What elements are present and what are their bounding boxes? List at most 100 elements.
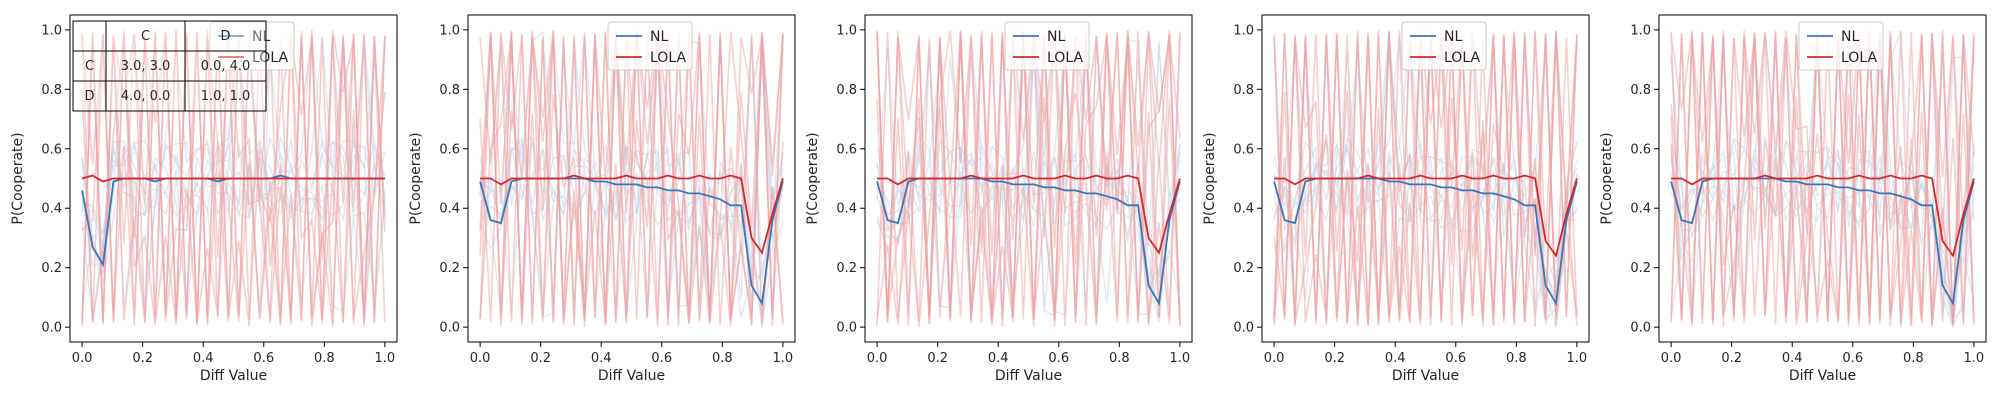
subplot-2: 0.0 0.2 0.4 0.6 0.8 1.0 0.0 0.2 0.4 0.6 0.8 1.0 Diff… [408,14,796,384]
y-tick-label: 0.0 [439,321,460,336]
series-line-lola [480,174,784,255]
y-tick-label: 0.0 [1233,321,1254,336]
table-header-cell: D [220,29,230,44]
y-tick-label: 0.2 [41,261,62,276]
y-axis-label: P(Cooperate) [408,132,424,224]
y-tick-label: 1.0 [439,23,460,38]
x-axis-label: Diff Value [995,368,1062,384]
x-tick-label: 1.0 [1567,351,1588,366]
table-value-cell: D [84,89,94,104]
table-value-cell: 3.0, 3.0 [121,59,171,74]
x-tick-label: 0.8 [1506,351,1527,366]
legend: NL LOLA [607,21,693,71]
y-tick-label: 0.0 [836,321,857,336]
y-tick-label: 0.6 [1630,142,1651,157]
y-tick-label: 0.6 [836,142,857,157]
y-tick-label: 0.8 [439,83,460,98]
payoff-table: C DC 3.0, 3.0 0.0, 4.0D 4.0, 0.0 1.0, 1.0 [72,20,267,112]
x-tick-label: 0.8 [712,351,733,366]
legend-box [1798,21,1884,71]
x-axis-label: Diff Value [1392,368,1459,384]
series-line-lola [1671,174,1975,258]
y-tick-label: 0.8 [1630,83,1651,98]
y-tick-label: 1.0 [1233,23,1254,38]
y-tick-label: 0.4 [1630,202,1651,217]
y-tick-label: 0.4 [41,202,62,217]
legend-label-lola: LOLA [1444,50,1480,66]
legend-box [607,21,693,71]
legend-box [209,21,295,71]
axes-frame [467,14,796,343]
legend: NL LOLA [1004,21,1090,71]
run-traces [1670,30,1975,330]
y-tick-label: 0.2 [836,261,857,276]
y-tick-label: 0.8 [836,83,857,98]
x-tick-label: 0.6 [253,351,274,366]
axes-frame [1261,14,1590,343]
x-axis-label: Diff Value [1789,368,1856,384]
table-header-cell: C [141,29,150,44]
x-tick-label: 0.8 [314,351,335,366]
table-cell [72,20,107,52]
y-tick-label: 1.0 [41,23,62,38]
table-value-cell: C [85,59,94,74]
y-tick-label: 0.0 [41,321,62,336]
axes-frame [864,14,1193,343]
x-tick-label: 0.2 [1324,351,1345,366]
legend-label-nl: NL [1841,29,1859,45]
axes-frame [1658,14,1987,343]
table-cell [184,80,267,112]
x-tick-label: 0.6 [1048,351,1069,366]
x-tick-label: 1.0 [375,351,396,366]
run-traces [81,30,386,327]
x-tick-label: 0.4 [1782,351,1803,366]
legend-box [1004,21,1090,71]
subplot-5: 0.0 0.2 0.4 0.6 0.8 1.0 0.0 0.2 0.4 0.6 0.8 1.0 Diff… [1599,14,1987,384]
table-value-cell: 4.0, 0.0 [121,89,171,104]
y-tick-label: 0.4 [836,202,857,217]
run-traces [1273,29,1578,328]
nl-run-trace [81,45,386,313]
x-tick-label: 0.4 [988,351,1009,366]
x-axis-label: Diff Value [200,368,267,384]
table-cell [105,20,186,52]
x-tick-label: 0.0 [470,351,491,366]
x-tick-label: 0.8 [1109,351,1130,366]
x-tick-label: 0.2 [132,351,153,366]
y-axis-label: P(Cooperate) [10,132,26,224]
subplot-1: 0.0 0.2 0.4 0.6 0.8 1.0 0.0 0.2 0.4 0.6 0.8 1.0 Diff… [10,14,398,384]
y-tick-label: 0.2 [439,261,460,276]
legend-label-nl: NL [1047,29,1065,45]
y-tick-label: 0.6 [41,142,62,157]
x-tick-label: 0.4 [591,351,612,366]
x-tick-label: 0.4 [193,351,214,366]
y-tick-label: 0.8 [41,83,62,98]
y-tick-label: 0.8 [1233,83,1254,98]
nl-run-trace [876,44,1181,313]
legend-box [1401,21,1487,71]
lola-run-trace [876,30,1181,327]
y-tick-label: 1.0 [836,23,857,38]
table-cell [105,80,186,112]
table-value-cell: 1.0, 1.0 [201,89,251,104]
x-tick-label: 0.4 [1385,351,1406,366]
x-tick-label: 0.2 [927,351,948,366]
x-tick-label: 1.0 [773,351,794,366]
lola-run-trace [81,31,386,325]
y-tick-label: 0.2 [1233,261,1254,276]
legend-label-nl: NL [650,29,668,45]
x-tick-label: 0.0 [72,351,93,366]
x-tick-label: 0.0 [1661,351,1682,366]
table-cell [184,20,267,52]
legend-label-lola: LOLA [1047,50,1083,66]
run-traces [876,30,1181,328]
series-line-lola [81,174,385,183]
legend-label-lola: LOLA [650,50,686,66]
x-tick-label: 0.2 [530,351,551,366]
table-cell [72,50,107,82]
x-tick-label: 1.0 [1170,351,1191,366]
table-value-cell: 0.0, 4.0 [201,59,251,74]
y-axis-label: P(Cooperate) [1599,132,1615,224]
y-tick-label: 0.4 [439,202,460,217]
